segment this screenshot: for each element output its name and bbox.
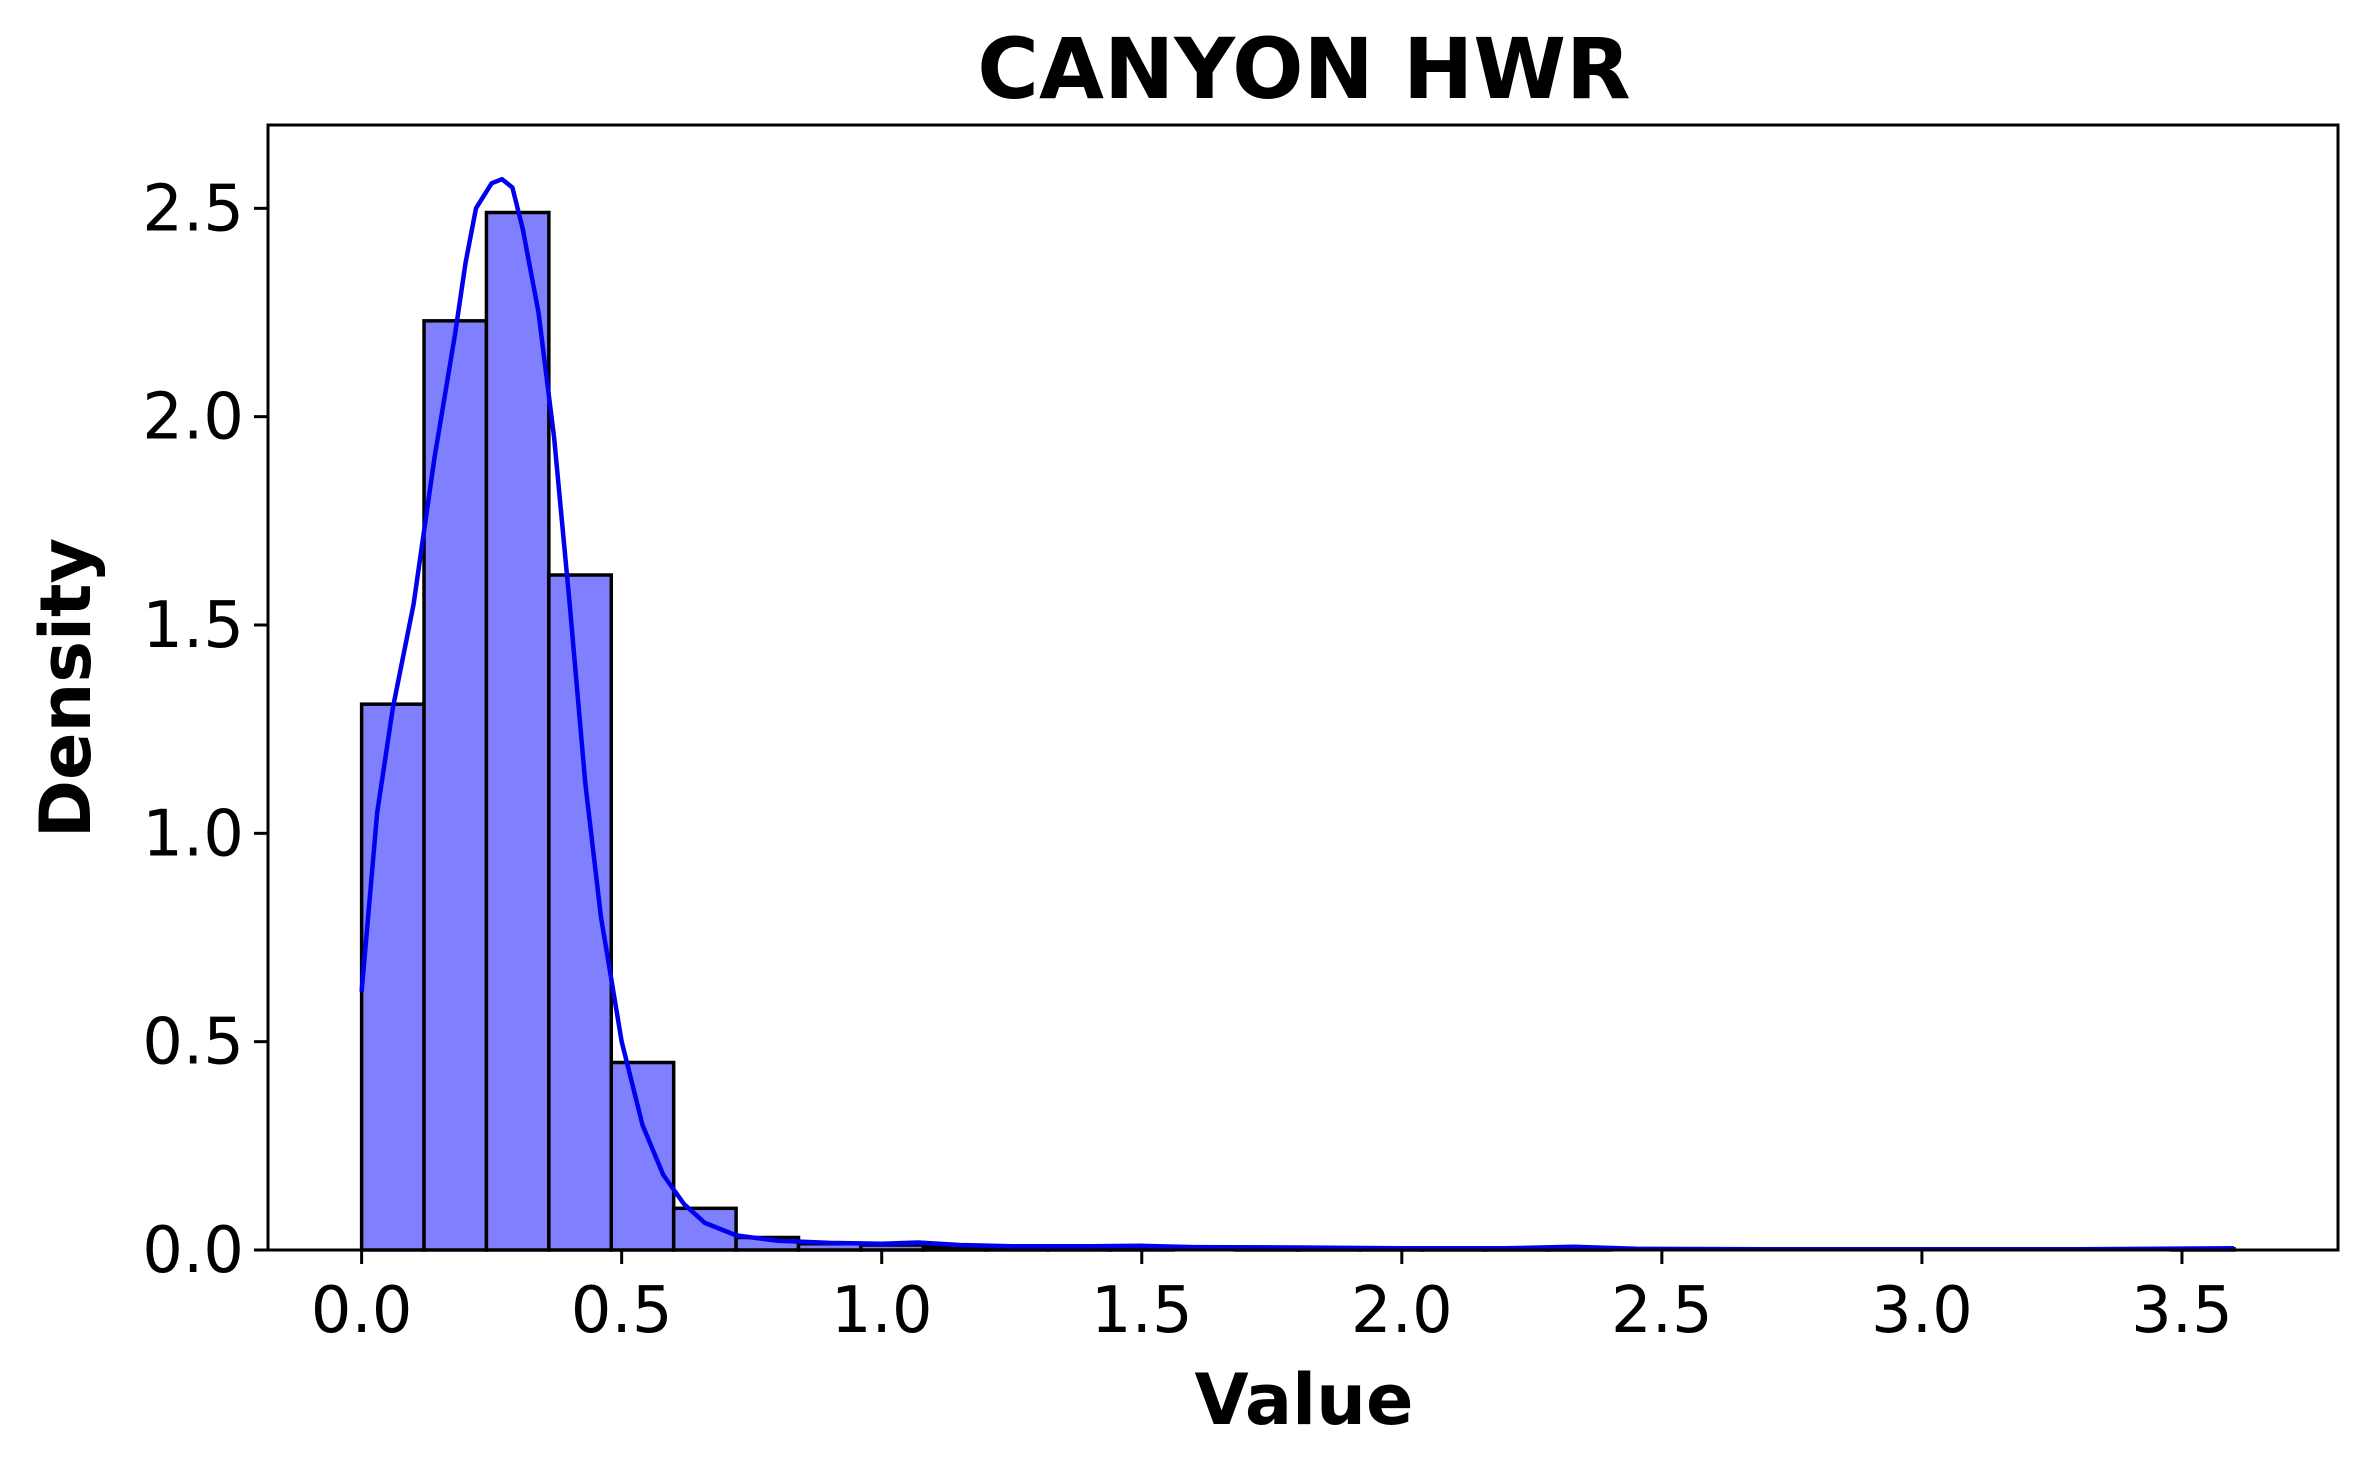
x-axis-ticks: 0.0 0.5 1.0 1.5 2.0 2.5 3.0 3.5 (311, 1250, 2233, 1348)
y-tick-label: 0.5 (142, 1006, 244, 1080)
x-tick-label: 2.5 (1611, 1274, 1713, 1348)
y-axis-label: Density (25, 538, 107, 838)
x-axis-label: Value (1195, 1359, 1414, 1441)
histogram-bar (609, 1060, 676, 1252)
x-tick-label: 1.5 (1091, 1274, 1193, 1348)
y-axis-ticks: 0.0 0.5 1.0 1.5 2.0 2.5 (142, 172, 268, 1288)
y-tick-label: 1.5 (142, 589, 244, 663)
chart-title: CANYON HWR (977, 20, 1630, 118)
x-tick-label: 2.0 (1351, 1274, 1453, 1348)
kde-line (359, 176, 2235, 1252)
x-tick-label: 1.0 (831, 1274, 933, 1348)
y-tick-label: 2.0 (142, 381, 244, 455)
x-tick-label: 0.0 (311, 1274, 413, 1348)
x-tick-label: 3.5 (2131, 1274, 2233, 1348)
y-tick-label: 1.0 (142, 797, 244, 871)
x-tick-label: 3.0 (1871, 1274, 1973, 1348)
x-tick-label: 0.5 (571, 1274, 673, 1348)
histogram-bar (359, 702, 426, 1252)
kde-layer (359, 176, 2235, 1252)
y-tick-label: 2.5 (142, 172, 244, 246)
histogram-bars (359, 210, 2236, 1252)
histogram-bar (671, 1206, 738, 1252)
histogram-bar (422, 319, 489, 1252)
histogram-bar (484, 210, 551, 1252)
y-tick-label: 0.0 (142, 1214, 244, 1288)
plot-frame (266, 123, 2340, 1252)
